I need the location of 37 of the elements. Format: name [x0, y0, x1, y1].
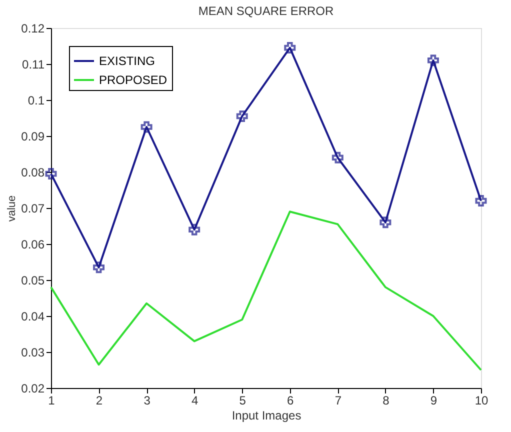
y-tick-label: 0.08 [21, 166, 45, 180]
y-tick-label: 0.04 [21, 310, 45, 324]
point [236, 110, 248, 122]
line-series [50, 210, 482, 371]
point [380, 216, 392, 228]
x-tick-label: 7 [334, 394, 342, 408]
y-tick-label: 0.06 [21, 238, 45, 252]
point [93, 262, 105, 274]
x-tick-label: 1 [48, 394, 56, 408]
y-tick-label: 0.07 [21, 202, 45, 216]
legend-label: EXISTING [99, 54, 156, 68]
y-axis-title: value [6, 195, 18, 222]
chart-title: MEAN SQUARE ERROR [198, 4, 334, 18]
legend-label: PROPOSED [99, 73, 168, 87]
point [427, 54, 439, 66]
y-tick-label: 0.12 [21, 22, 45, 36]
x-tick-label: 4 [191, 394, 198, 408]
point [45, 168, 57, 180]
y-tick-label: 0.11 [22, 58, 45, 72]
point [188, 224, 200, 236]
point [140, 121, 152, 133]
x-tick-label: 8 [382, 394, 390, 408]
y-tick-label: 0.05 [21, 274, 45, 288]
point [475, 195, 487, 207]
y-tick-label: 0.1 [28, 94, 45, 108]
x-tick-label: 9 [430, 394, 438, 408]
y-tick-label: 0.03 [21, 346, 45, 360]
x-tick-label: 3 [144, 394, 151, 408]
x-tick-label: 10 [474, 394, 488, 408]
y-tick-label: 0.09 [21, 130, 45, 144]
point [284, 42, 296, 54]
x-tick-label: 5 [239, 394, 246, 408]
x-axis-title: Input Images [232, 408, 302, 422]
x-tick-label: 2 [96, 394, 103, 408]
x-tick-label: 6 [287, 394, 294, 408]
point [332, 152, 344, 164]
y-tick-label: 0.02 [21, 382, 45, 396]
